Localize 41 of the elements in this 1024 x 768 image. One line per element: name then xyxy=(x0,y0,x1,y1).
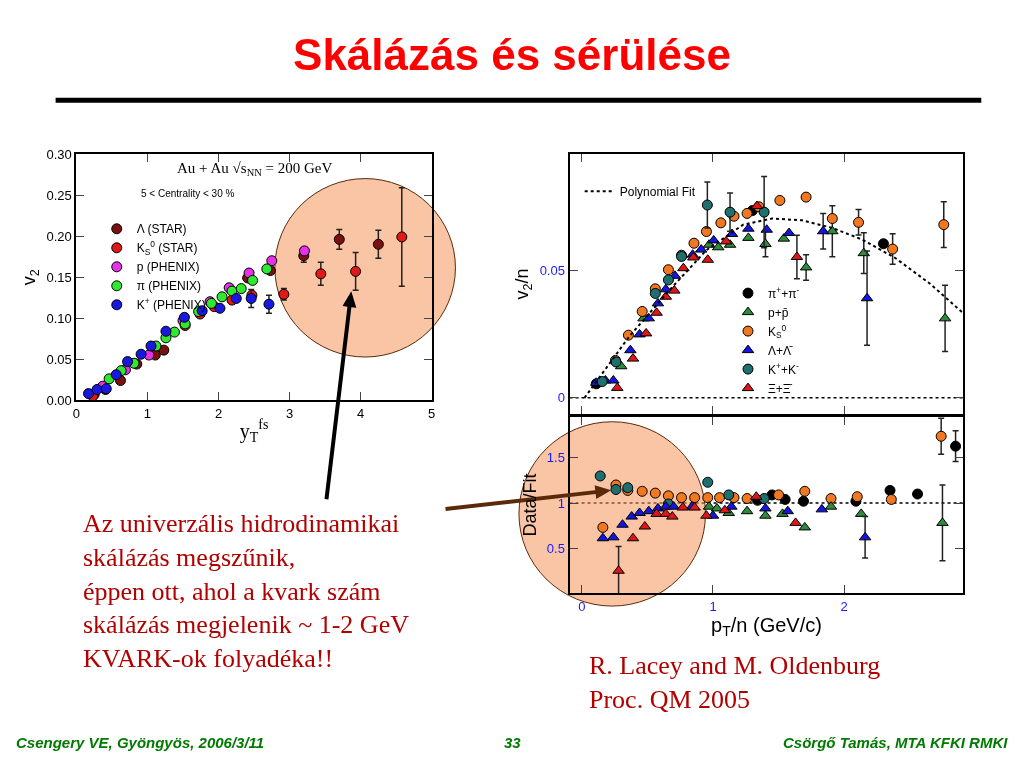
x-tick-label: 4 xyxy=(356,405,365,421)
y-tick-label: 0.05 xyxy=(46,351,72,367)
x-tick-label: 1 xyxy=(143,405,152,421)
legend-label: Λ+Λ̄ xyxy=(768,343,794,358)
x-tick-label: 3 xyxy=(285,405,294,421)
x-tick-label: 2 xyxy=(840,598,848,614)
x-axis-title: p$_{T}$/n (GeV/c) xyxy=(711,613,822,640)
annotation: 5 < Centrality < 30 % xyxy=(141,188,235,199)
text: 33 xyxy=(504,734,522,751)
y-tick-label: 0.10 xyxy=(46,310,72,326)
y-tick-label: 1.5 xyxy=(546,450,565,466)
x-tick-label: 0 xyxy=(578,598,586,614)
legend-label: π$^{+}$+π$^{-}$ xyxy=(768,284,800,301)
y-tick-label: 0.15 xyxy=(46,269,72,285)
y-tick-label: 0 xyxy=(557,390,565,406)
chart-title: Skálázás és sérülése xyxy=(293,30,731,80)
legend-label: Ξ+Ξ̄ xyxy=(768,381,793,396)
legend-label: Λ (STAR) xyxy=(136,222,187,237)
y-tick-label: 0.00 xyxy=(46,392,72,408)
legend-label: p (PHENIX) xyxy=(136,260,200,275)
annotation: Au + Au √s$_{NN}$ = 200 GeV xyxy=(177,160,333,179)
text: R. Lacey and M. Oldenburg Proc. QM 2005 xyxy=(589,651,881,714)
x-tick-label: 2 xyxy=(214,405,223,421)
legend-label: K$^{+}$+K$^{-}$ xyxy=(768,360,799,377)
text: Csörgő Tamás, MTA KFKI RMKI xyxy=(783,734,1009,751)
x-tick-label: 1 xyxy=(709,598,717,614)
legend-label: Polynomial Fit xyxy=(619,184,696,199)
y-tick-label: 0.30 xyxy=(46,146,72,162)
legend-label: K$_{S}$$^{0}$ (STAR) xyxy=(136,239,198,258)
y-tick-label: 0.5 xyxy=(546,540,565,556)
y-tick-label: 0.25 xyxy=(46,187,72,203)
x-tick-label: 5 xyxy=(428,405,436,421)
text: Az univerzális hidrodinamikai skálázás megszűnik, éppen ott, ahol a kvark szám skálázás megjelenik ~ 1-2 GeV KVARK-ok folyadéka!! xyxy=(83,509,410,674)
y-tick-label: 0.05 xyxy=(539,263,565,279)
y-tick-label: 0.20 xyxy=(46,228,72,244)
legend-label: p+p̄ xyxy=(768,305,789,320)
legend-label: K$^{+}$ (PHENIX) xyxy=(136,296,206,313)
y-axis-title: Data/Fit xyxy=(519,473,540,537)
y-tick-label: 1 xyxy=(557,495,565,511)
legend-label: π (PHENIX) xyxy=(136,279,202,294)
text: Csengery VE, Gyöngyös, 2006/3/11 xyxy=(16,734,265,751)
